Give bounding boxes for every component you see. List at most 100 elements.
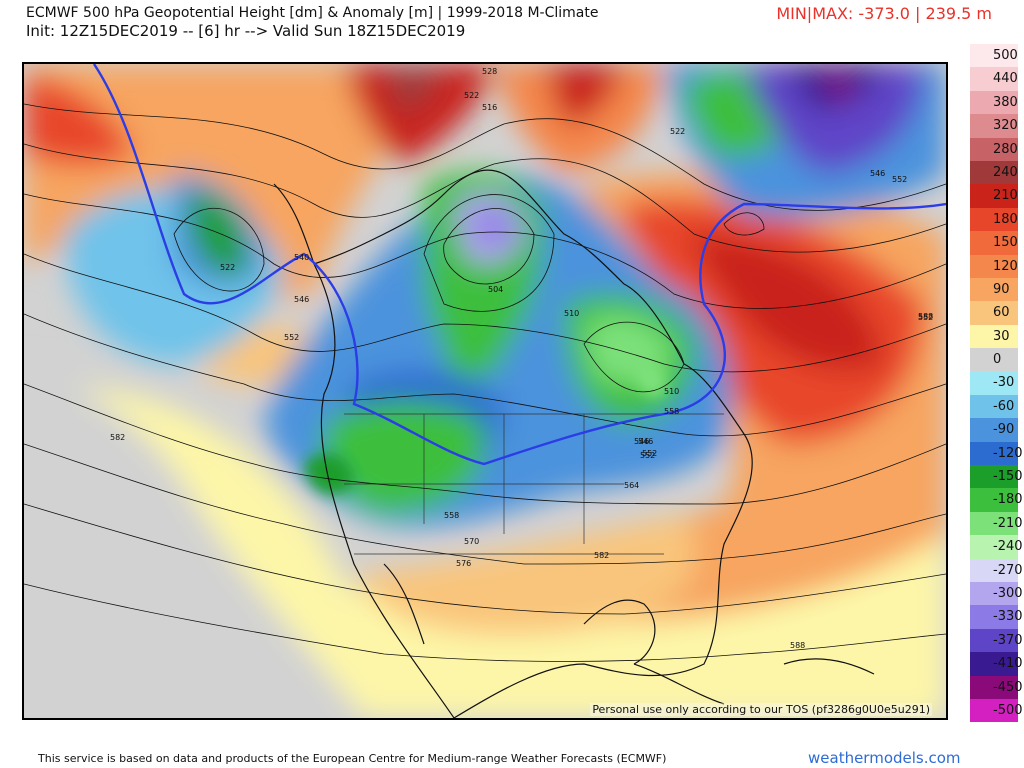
anomaly-map: 528 522 516 522 510 504 510 546 552 522 …: [22, 62, 948, 720]
legend-swatch: 240: [970, 160, 1018, 185]
contour-label: 546: [638, 437, 653, 446]
legend-label: -120: [993, 445, 1023, 461]
legend-swatch: -120: [970, 441, 1023, 466]
legend-label: -90: [993, 422, 1015, 438]
legend-label: 280: [993, 141, 1018, 157]
legend-label: 320: [993, 118, 1018, 134]
legend-label: -270: [993, 562, 1023, 578]
legend-label: 210: [993, 188, 1018, 204]
legend-swatch: 210: [970, 184, 1018, 208]
legend-label: -450: [993, 679, 1023, 695]
legend-label: -500: [993, 702, 1023, 718]
contour-label: 510: [664, 387, 679, 396]
contour-label: 510: [564, 309, 579, 318]
legend-swatch: 30: [970, 324, 1018, 349]
contour-label: 552: [640, 451, 655, 460]
legend-label: 380: [993, 94, 1018, 110]
contour-label: 546: [634, 437, 649, 446]
legend-swatch: 60: [970, 301, 1018, 325]
legend-label: -330: [993, 609, 1023, 625]
contour-label: 582: [594, 551, 609, 560]
contour-label: 564: [624, 481, 639, 490]
legend-label: -240: [993, 539, 1023, 555]
contour-label: 522: [670, 127, 685, 136]
legend-label: -370: [993, 632, 1023, 648]
contour-label: 570: [464, 537, 479, 546]
color-scale-legend: 500 440 380 320 280 240 210 180 150 120 90 60 30 0 -30…: [970, 44, 1023, 723]
legend-label: 180: [993, 211, 1018, 227]
legend-label: -180: [993, 492, 1023, 508]
legend-swatch: 280: [970, 137, 1018, 161]
contour-label: 558: [664, 407, 679, 416]
contour-label: 588: [790, 641, 805, 650]
legend-swatch: -180: [970, 488, 1023, 512]
contour-label: 558: [444, 511, 459, 520]
legend-label: -410: [993, 656, 1023, 672]
height-contours: [24, 103, 946, 662]
legend-label: 120: [993, 258, 1018, 274]
legend-swatch: -370: [970, 628, 1023, 653]
tos-watermark: Personal use only according to our TOS (…: [590, 703, 932, 716]
ecmwf-attribution: This service is based on data and produc…: [38, 752, 667, 765]
legend-label: 90: [993, 281, 1010, 297]
legend-label: 60: [993, 305, 1010, 321]
contour-label: 540: [294, 253, 309, 262]
chart-title: ECMWF 500 hPa Geopotential Height [dm] &…: [26, 5, 599, 21]
legend-swatch: -60: [970, 394, 1018, 419]
legend-swatch: -30: [970, 371, 1018, 395]
legend-swatch: 320: [970, 114, 1018, 138]
reference-contour: [93, 64, 946, 466]
contour-label: 528: [482, 67, 497, 76]
contour-label: 522: [220, 263, 235, 272]
legend-label: -150: [993, 469, 1023, 485]
contour-label: 552: [284, 333, 299, 342]
legend-label: 240: [993, 164, 1018, 180]
legend-swatch: -240: [970, 535, 1023, 559]
contour-label: 546: [870, 169, 885, 178]
contour-label: 576: [456, 559, 471, 568]
contour-labels: 528 522 516 522 510 504 510 546 552 522 …: [110, 67, 933, 650]
legend-swatch: -450: [970, 675, 1023, 699]
contour-label: 522: [464, 91, 479, 100]
legend-label: -210: [993, 515, 1023, 531]
map-canvas: 528 522 516 522 510 504 510 546 552 522 …: [24, 64, 946, 718]
legend-swatch: -410: [970, 652, 1023, 676]
contour-label: 552: [892, 175, 907, 184]
min-max-readout: MIN|MAX: -373.0 | 239.5 m: [776, 4, 992, 23]
legend-swatch: -270: [970, 558, 1023, 582]
legend-label: 500: [993, 48, 1018, 63]
legend-swatch: 440: [970, 67, 1018, 91]
contour-label: 582: [110, 433, 125, 442]
anomaly-detail: [304, 361, 667, 495]
legend-swatch: 150: [970, 231, 1018, 255]
legend-swatch: 180: [970, 207, 1018, 232]
legend-label: -300: [993, 585, 1023, 601]
legend-swatch: -500: [970, 698, 1023, 723]
legend-label: 30: [993, 328, 1010, 344]
contour-label: 552: [642, 449, 657, 458]
legend-label: 150: [993, 235, 1018, 251]
legend-swatch: -150: [970, 465, 1023, 489]
contour-label: 504: [488, 285, 503, 294]
brand-link[interactable]: weathermodels.com: [808, 749, 961, 767]
anomaly-fields: [24, 64, 946, 718]
valid-time-subtitle: Init: 12Z15DEC2019 -- [6] hr --> Valid S…: [26, 22, 466, 40]
legend-swatch: -330: [970, 605, 1023, 629]
legend-swatch: 120: [970, 254, 1018, 278]
contour-label: 588: [918, 312, 933, 321]
legend-label: -60: [993, 398, 1015, 414]
legend-swatch: 90: [970, 277, 1018, 302]
legend-swatch: -90: [970, 418, 1018, 442]
legend-swatch: 500: [970, 44, 1018, 68]
legend-swatch: -210: [970, 511, 1023, 536]
coastlines: [273, 169, 875, 718]
contour-label: 552: [918, 313, 933, 322]
legend-swatch: 380: [970, 90, 1018, 115]
legend-label: -30: [993, 375, 1015, 391]
contour-label: 546: [294, 295, 309, 304]
legend-swatch: -300: [970, 581, 1023, 606]
legend-label: 440: [993, 71, 1018, 87]
contour-label: 516: [482, 103, 497, 112]
legend-label: 0: [993, 352, 1002, 368]
legend-swatch: 0: [970, 348, 1018, 372]
